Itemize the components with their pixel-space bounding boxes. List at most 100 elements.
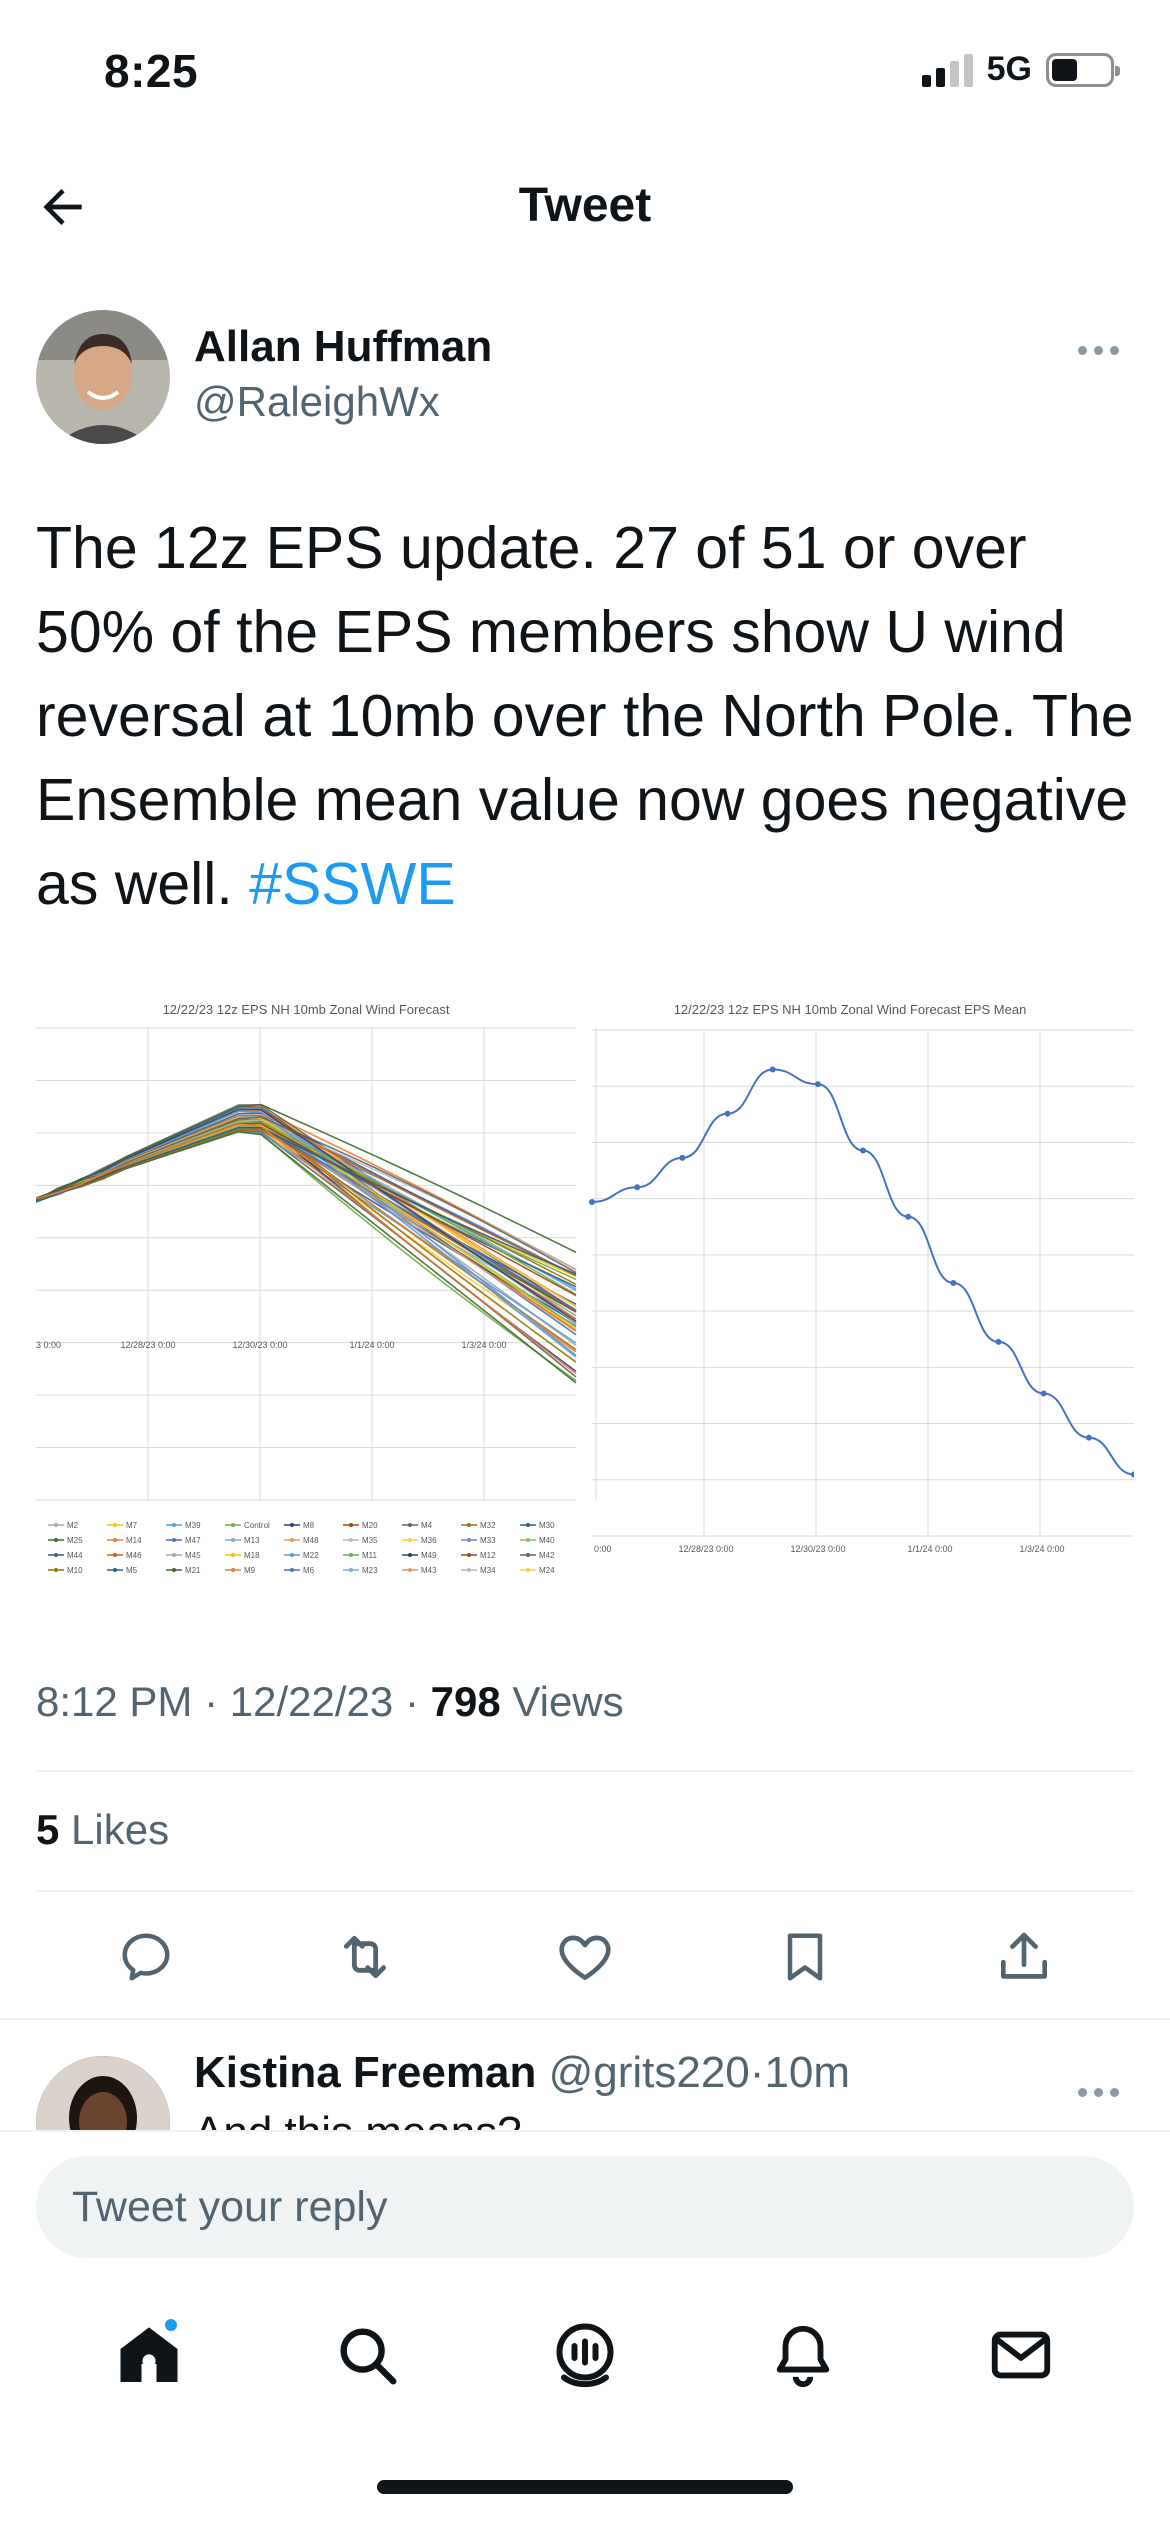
views-count: 798 (430, 1678, 501, 1725)
bookmark-button[interactable] (760, 1912, 850, 2002)
legend-marker (408, 1568, 412, 1572)
legend-label: M12 (480, 1551, 496, 1560)
tab-search[interactable] (312, 2300, 422, 2410)
legend-marker (231, 1568, 235, 1572)
reply-input[interactable] (36, 2156, 1134, 2258)
divider (0, 2018, 1170, 2020)
legend-marker (526, 1553, 530, 1557)
legend-label: M25 (67, 1536, 83, 1545)
mean-data-point (1085, 1434, 1092, 1441)
legend-label: M13 (244, 1536, 260, 1545)
meta-separator: · (404, 1678, 419, 1725)
x-tick-label: 12/30/23 0:00 (790, 1544, 845, 1554)
likes-label: Likes (71, 1806, 170, 1853)
reply-author-name[interactable]: Kistina Freeman (194, 2048, 537, 2097)
tab-home[interactable] (94, 2300, 204, 2410)
meta-separator: · (204, 1678, 219, 1725)
tweet-text: The 12z EPS update. 27 of 51 or over 50%… (36, 506, 1146, 926)
notification-dot (162, 2316, 180, 2334)
reply-author-handle[interactable]: @grits220 (548, 2048, 750, 2097)
legend-label: M10 (67, 1566, 83, 1575)
tweet-media-image[interactable]: 12/22/23 12z EPS NH 10mb Zonal Wind Fore… (36, 980, 1134, 1600)
legend-label: M35 (362, 1536, 378, 1545)
legend-marker (113, 1553, 117, 1557)
spaces-icon (556, 2323, 614, 2388)
mean-data-point (589, 1199, 595, 1205)
legend-label: M45 (185, 1551, 201, 1560)
share-button[interactable] (979, 1912, 1069, 2002)
mean-data-point (905, 1213, 912, 1220)
legend-label: M5 (126, 1566, 138, 1575)
legend-label: Control (244, 1521, 270, 1530)
legend-marker (467, 1553, 471, 1557)
reply-more-button[interactable] (1068, 2072, 1128, 2112)
author-handle[interactable]: @RaleighWx (194, 378, 440, 425)
reply-item[interactable]: Kistina Freeman @grits220·10m And this m… (0, 2020, 1170, 2130)
legend-marker (172, 1538, 176, 1542)
mean-data-point (1040, 1390, 1047, 1397)
mean-data-point (950, 1280, 957, 1286)
tab-messages[interactable] (966, 2300, 1076, 2410)
ensemble-chart: 12/22/23 12z EPS NH 10mb Zonal Wind Fore… (36, 1002, 597, 1575)
legend-label: M4 (421, 1521, 433, 1530)
page-title: Tweet (518, 179, 652, 232)
ensemble-member-line (36, 1104, 577, 1311)
legend-marker (408, 1523, 412, 1527)
x-tick-label: 1/1/24 0:00 (907, 1544, 952, 1554)
legend-marker (408, 1538, 412, 1542)
legend-label: M44 (67, 1551, 83, 1560)
x-tick-label: 1/1/24 0:00 (349, 1340, 394, 1350)
retweet-button[interactable] (320, 1912, 410, 2002)
legend-label: M49 (421, 1551, 437, 1560)
reply-button[interactable] (101, 1912, 191, 2002)
ensemble-member-line (36, 1130, 577, 1384)
legend-label: M11 (362, 1551, 378, 1560)
legend-marker (349, 1538, 353, 1542)
mean-data-point (634, 1184, 641, 1191)
bell-icon (776, 2325, 830, 2388)
ensemble-chart-title: 12/22/23 12z EPS NH 10mb Zonal Wind Fore… (163, 1002, 450, 1017)
back-button[interactable] (28, 172, 98, 242)
reply-icon (122, 1933, 170, 1981)
legend-marker (172, 1553, 176, 1557)
more-options-button[interactable] (1068, 330, 1128, 370)
legend-marker (467, 1538, 471, 1542)
mean-data-point (814, 1081, 821, 1088)
legend-marker (526, 1523, 530, 1527)
legend-marker (467, 1568, 471, 1572)
bottom-tab-bar (0, 2290, 1170, 2420)
legend-label: M14 (126, 1536, 142, 1545)
tab-spaces[interactable] (530, 2300, 640, 2410)
legend-marker (113, 1523, 117, 1527)
legend-label: M6 (303, 1566, 315, 1575)
likes-row[interactable]: 5 Likes (36, 1806, 169, 1854)
like-button[interactable] (540, 1912, 630, 2002)
legend-label: M2 (67, 1521, 79, 1530)
legend-label: M9 (244, 1566, 256, 1575)
tab-notifications[interactable] (748, 2300, 858, 2410)
author-avatar[interactable] (36, 310, 170, 444)
share-icon (1001, 1932, 1048, 1979)
ensemble-member-line (36, 1116, 577, 1274)
legend-label: M46 (126, 1551, 142, 1560)
reply-avatar[interactable] (36, 2056, 170, 2130)
battery-icon (1046, 52, 1120, 87)
legend-label: M18 (244, 1551, 260, 1560)
mean-chart: 12/22/23 12z EPS NH 10mb Zonal Wind Fore… (589, 1002, 1134, 1554)
legend-marker (290, 1568, 294, 1572)
mean-data-point (1131, 1471, 1134, 1478)
hashtag-link[interactable]: #SSWE (249, 851, 456, 917)
legend-marker (54, 1553, 58, 1557)
reply-age: 10m (764, 2048, 851, 2097)
ensemble-member-line (36, 1123, 577, 1375)
reply-text: And this means? (194, 2108, 522, 2130)
likes-count: 5 (36, 1806, 60, 1853)
divider (36, 1890, 1134, 1892)
author-name[interactable]: Allan Huffman (194, 322, 493, 371)
x-tick-label: 3 0:00 (36, 1340, 61, 1350)
mail-icon (991, 2331, 1051, 2379)
legend-marker (54, 1568, 58, 1572)
reply-header: Kistina Freeman @grits220·10m (194, 2048, 850, 2098)
reply-separator: · (749, 2048, 765, 2097)
arrow-left-icon (43, 189, 82, 225)
